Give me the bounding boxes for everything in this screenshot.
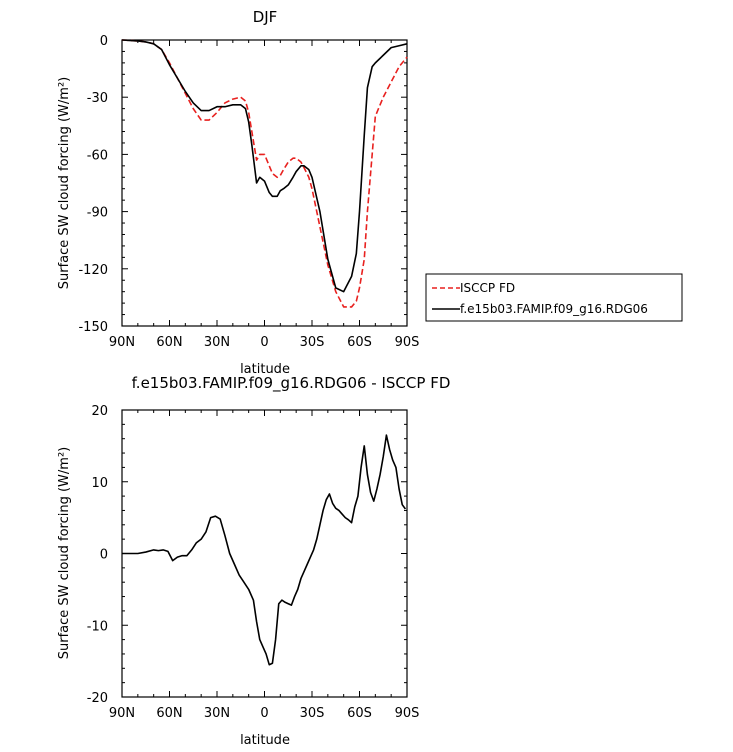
bottom-chart-title: f.e15b03.FAMIP.f09_g16.RDG06 - ISCCP FD — [132, 374, 451, 393]
bottom-y-tick-label: -10 — [87, 619, 108, 634]
top-x-tick-label: 60S — [347, 335, 372, 350]
bottom-y-axis-title: Surface SW cloud forcing (W/m²) — [57, 447, 72, 659]
bottom-series-line-0 — [122, 434, 407, 666]
top-y-tick-label: -90 — [87, 206, 108, 221]
legend-label-isccp: ISCCP FD — [460, 281, 515, 295]
top-y-tick-label: -30 — [87, 91, 108, 106]
top-x-tick-label: 90S — [395, 335, 420, 350]
bottom-y-tick-labels: 20 10 0 -10 -20 — [87, 404, 108, 706]
bottom-x-tick-label: 60S — [347, 706, 372, 721]
bottom-x-tick-label: 0 — [260, 706, 268, 721]
bottom-x-tick-label: 90S — [395, 706, 420, 721]
top-y-tick-label: 0 — [100, 34, 108, 49]
bottom-y-tick-label: 0 — [100, 548, 108, 563]
top-x-tick-labels: 90N 60N 30N 0 30S 60S 90S — [109, 335, 420, 350]
top-x-tick-label: 0 — [260, 335, 268, 350]
top-y-tick-label: -60 — [87, 148, 108, 163]
top-x-tick-label: 30N — [204, 335, 230, 350]
bottom-series-lines — [122, 434, 407, 666]
legend-box — [425, 273, 683, 322]
top-series-line-0 — [121, 39, 408, 308]
bottom-x-tick-label: 30N — [204, 706, 230, 721]
legend: ISCCP FD f.e15b03.FAMIP.f09_g16.RDG06 — [425, 273, 683, 322]
bottom-x-tick-label: 30S — [300, 706, 325, 721]
top-x-axis-title: latitude — [240, 362, 290, 377]
bottom-y-tick-label: 20 — [91, 404, 108, 419]
legend-label-model: f.e15b03.FAMIP.f09_g16.RDG06 — [460, 302, 648, 316]
bottom-x-tick-label: 60N — [156, 706, 182, 721]
top-panel: DJF 90N 60N 30N 0 30S 60S 90S 0 -30 -60 -90 -120 -1… — [57, 8, 419, 377]
top-series-line-1 — [121, 39, 408, 293]
bottom-x-tick-label: 90N — [109, 706, 135, 721]
top-y-tick-labels: 0 -30 -60 -90 -120 -150 — [78, 34, 108, 335]
top-series-lines — [121, 39, 408, 308]
top-x-tick-label: 30S — [300, 335, 325, 350]
bottom-x-tick-labels: 90N 60N 30N 0 30S 60S 90S — [109, 706, 420, 721]
top-x-tick-label: 90N — [109, 335, 135, 350]
top-y-tick-label: -120 — [78, 263, 108, 278]
top-y-axis-title: Surface SW cloud forcing (W/m²) — [57, 77, 72, 289]
bottom-tick-marks — [121, 409, 408, 698]
bottom-x-axis-title: latitude — [240, 733, 290, 748]
top-chart-title: DJF — [253, 8, 278, 26]
bottom-panel: f.e15b03.FAMIP.f09_g16.RDG06 - ISCCP FD … — [57, 374, 450, 748]
bottom-y-tick-label: 10 — [91, 476, 108, 491]
bottom-y-tick-label: -20 — [87, 691, 108, 706]
top-x-tick-label: 60N — [156, 335, 182, 350]
top-y-tick-label: -150 — [78, 320, 108, 335]
